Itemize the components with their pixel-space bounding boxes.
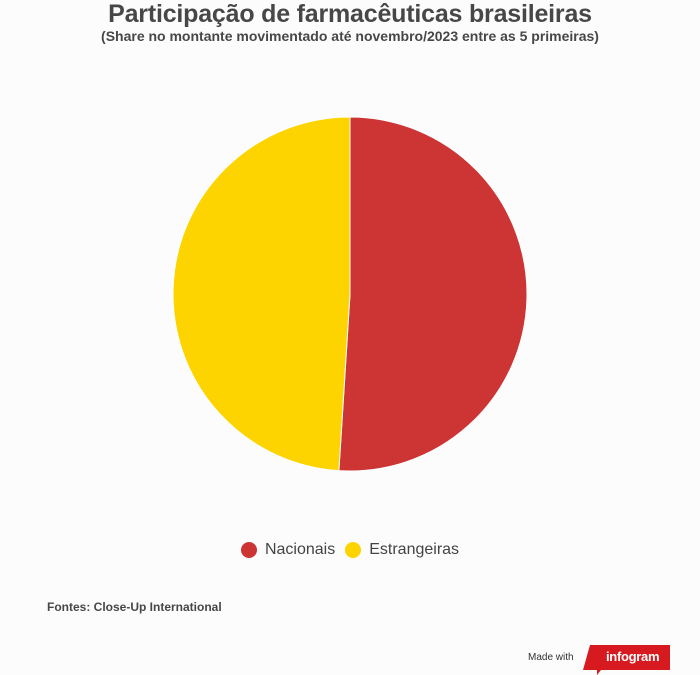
infogram-logo-icon[interactable] [583, 645, 670, 675]
pie-chart [172, 116, 528, 472]
legend-item-estrangeiras[interactable]: Estrangeiras [345, 541, 459, 559]
legend-label-estrangeiras: Estrangeiras [369, 541, 460, 558]
chart-legend: Nacionais Estrangeiras [0, 541, 700, 559]
pie-slice-estrangeiras[interactable] [172, 116, 351, 472]
pie-slices [172, 116, 528, 472]
infogram-brand-text[interactable]: infogram [606, 649, 660, 664]
legend-item-nacionais[interactable]: Nacionais [240, 541, 336, 559]
source-note: Fontes: Close-Up International [47, 600, 222, 614]
legend-label-nacionais: Nacionais [264, 541, 336, 558]
legend-swatch-nacionais [240, 542, 257, 558]
legend-swatch-estrangeiras [345, 542, 362, 558]
page-title: Participação de farmacêuticas brasileira… [108, 0, 592, 28]
made-with-label: Made with [528, 652, 574, 663]
page-subtitle: (Share no montante movimentado até novem… [101, 28, 599, 44]
pie-slice-nacionais[interactable] [338, 116, 528, 472]
